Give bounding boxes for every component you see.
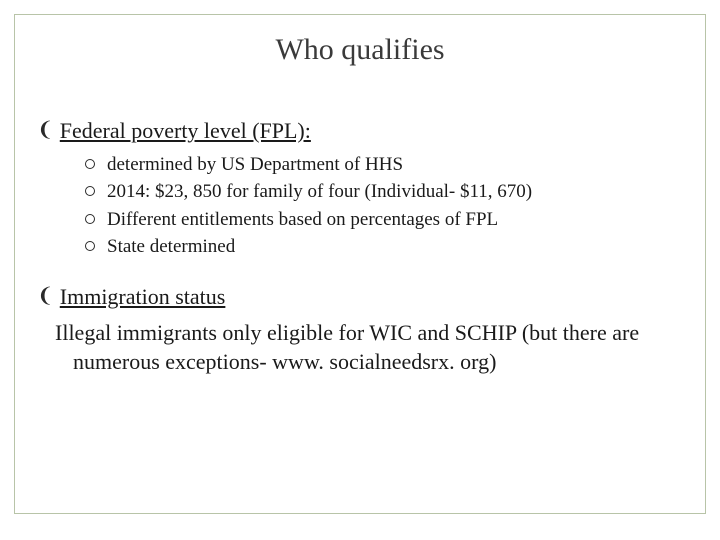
- circle-bullet-icon: [85, 214, 95, 224]
- fpl-sub-list: determined by US Department of HHS 2014:…: [85, 152, 683, 261]
- bullet-immigration: ❨ Immigration status: [37, 283, 683, 312]
- sub-item: State determined: [85, 234, 683, 261]
- sub-item-label: determined by US Department of HHS: [107, 152, 403, 179]
- circle-bullet-icon: [85, 159, 95, 169]
- body-paragraph: Illegal immigrants only eligible for WIC…: [55, 318, 683, 377]
- curl-bullet-icon: ❨: [37, 283, 54, 309]
- sub-item: 2014: $23, 850 for family of four (Indiv…: [85, 179, 683, 206]
- slide-title: Who qualifies: [15, 33, 705, 67]
- circle-bullet-icon: [85, 186, 95, 196]
- circle-bullet-icon: [85, 241, 95, 251]
- curl-bullet-icon: ❨: [37, 117, 54, 143]
- sub-item-label: Different entitlements based on percenta…: [107, 207, 498, 234]
- sub-item-label: State determined: [107, 234, 235, 261]
- sub-item-label: 2014: $23, 850 for family of four (Indiv…: [107, 179, 532, 206]
- slide-frame: Who qualifies ❨ Federal poverty level (F…: [14, 14, 706, 514]
- bullet-immigration-label: Immigration status: [60, 283, 226, 312]
- bullet-fpl: ❨ Federal poverty level (FPL):: [37, 117, 683, 146]
- bullet-fpl-label: Federal poverty level (FPL):: [60, 117, 311, 146]
- sub-item: determined by US Department of HHS: [85, 152, 683, 179]
- sub-item: Different entitlements based on percenta…: [85, 207, 683, 234]
- slide-content: ❨ Federal poverty level (FPL): determine…: [15, 117, 705, 377]
